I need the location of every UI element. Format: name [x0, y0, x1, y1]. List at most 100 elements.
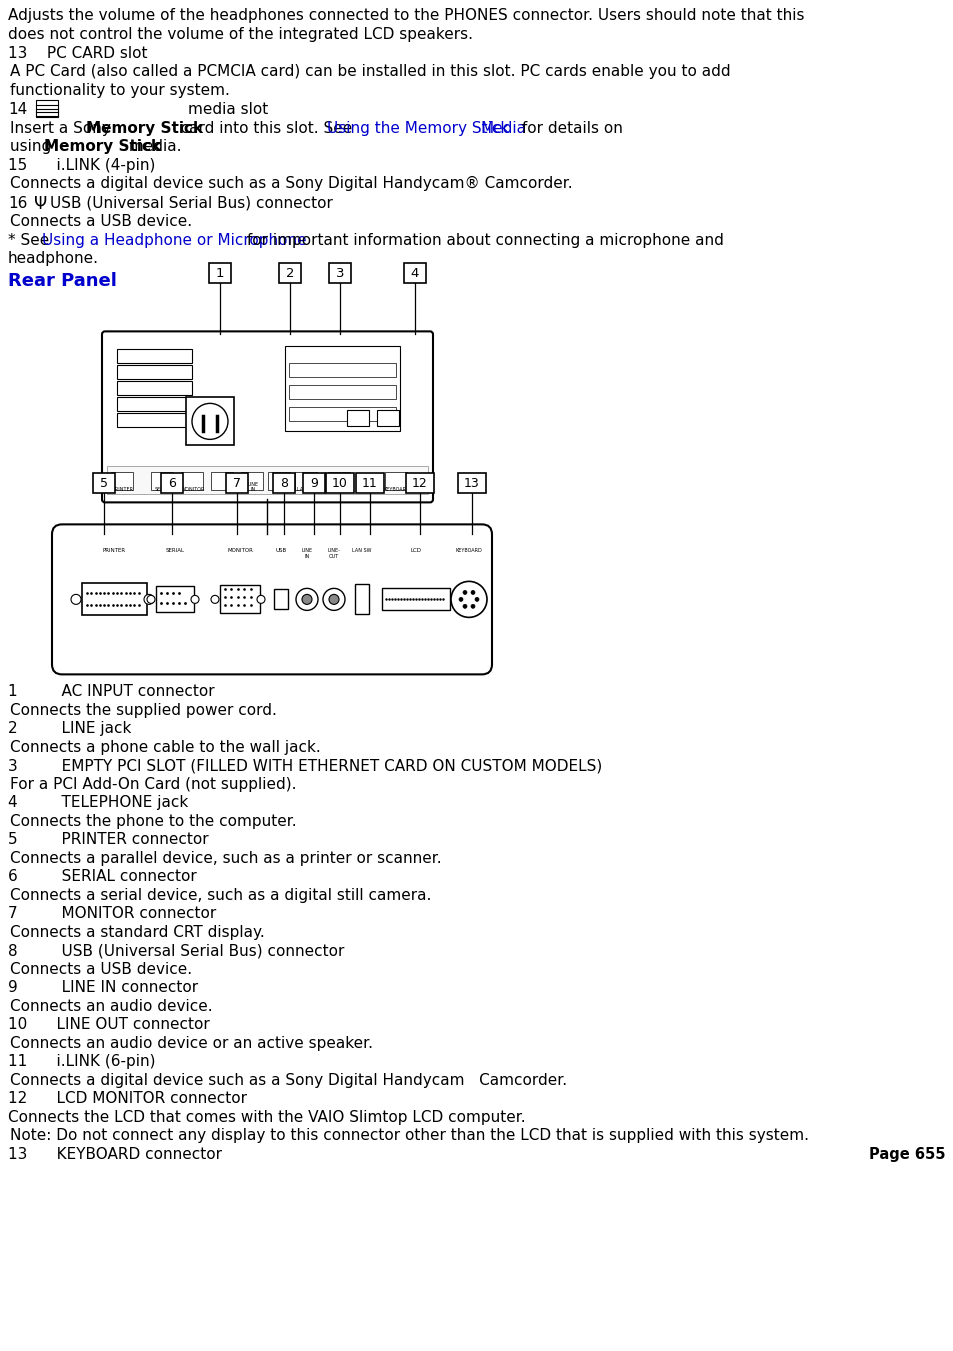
- Bar: [226, 473, 248, 493]
- Text: Connects a serial device, such as a digital still camera.: Connects a serial device, such as a digi…: [10, 888, 431, 902]
- Text: 5: 5: [100, 477, 108, 490]
- Bar: [403, 263, 426, 284]
- Text: 6: 6: [168, 477, 175, 490]
- Bar: [220, 585, 260, 613]
- Text: LCD: LCD: [335, 488, 345, 492]
- Circle shape: [475, 597, 478, 601]
- Text: 13    PC CARD slot: 13 PC CARD slot: [8, 46, 148, 61]
- Bar: [117, 365, 192, 380]
- FancyBboxPatch shape: [52, 524, 492, 674]
- Circle shape: [256, 596, 265, 604]
- Text: card into this slot. See: card into this slot. See: [166, 120, 356, 136]
- Bar: [117, 413, 192, 427]
- Text: LINE
IN: LINE IN: [301, 549, 313, 559]
- Bar: [111, 473, 132, 490]
- Bar: [376, 411, 398, 427]
- Text: 13      KEYBOARD connector: 13 KEYBOARD connector: [8, 1147, 222, 1162]
- Circle shape: [211, 596, 219, 604]
- Text: Insert a Sony: Insert a Sony: [10, 120, 115, 136]
- Text: 8         USB (Universal Serial Bus) connector: 8 USB (Universal Serial Bus) connector: [8, 943, 344, 958]
- Bar: [289, 408, 395, 422]
- Text: 16: 16: [8, 196, 28, 211]
- Bar: [294, 473, 316, 490]
- Bar: [347, 411, 369, 427]
- Bar: [211, 473, 233, 490]
- Text: Connects an audio device.: Connects an audio device.: [10, 998, 213, 1013]
- Text: 8: 8: [280, 477, 288, 490]
- Text: USB: USB: [275, 549, 286, 554]
- Circle shape: [192, 404, 228, 439]
- Text: 6         SERIAL connector: 6 SERIAL connector: [8, 870, 196, 885]
- Text: 10: 10: [332, 477, 348, 490]
- Text: Connects a phone cable to the wall jack.: Connects a phone cable to the wall jack.: [10, 740, 320, 755]
- Bar: [326, 473, 354, 493]
- Text: functionality to your system.: functionality to your system.: [10, 82, 230, 97]
- Bar: [278, 263, 301, 284]
- Bar: [385, 473, 407, 490]
- Bar: [117, 350, 192, 363]
- Text: 11      i.LINK (6-pin): 11 i.LINK (6-pin): [8, 1054, 155, 1070]
- Text: media slot: media slot: [188, 103, 268, 118]
- Bar: [151, 473, 172, 490]
- Bar: [181, 473, 203, 490]
- Text: KEYBOARD: KEYBOARD: [383, 488, 410, 492]
- Text: 4         TELEPHONE jack: 4 TELEPHONE jack: [8, 796, 188, 811]
- Text: MONITOR: MONITOR: [227, 549, 253, 554]
- Circle shape: [462, 590, 467, 594]
- Text: Ψ: Ψ: [34, 195, 48, 212]
- Circle shape: [295, 589, 317, 611]
- Bar: [355, 473, 384, 493]
- Bar: [285, 346, 399, 431]
- Text: SERIAL: SERIAL: [154, 488, 172, 492]
- FancyBboxPatch shape: [102, 331, 433, 503]
- Text: 7         MONITOR connector: 7 MONITOR connector: [8, 907, 216, 921]
- Bar: [36, 100, 58, 118]
- Text: Connects a digital device such as a Sony Digital Handycam® Camcorder.: Connects a digital device such as a Sony…: [10, 177, 572, 192]
- Bar: [328, 473, 350, 490]
- Text: Connects a USB device.: Connects a USB device.: [10, 962, 192, 977]
- Text: 15      i.LINK (4-pin): 15 i.LINK (4-pin): [8, 158, 155, 173]
- Text: LINE
IN: LINE IN: [247, 481, 258, 492]
- Text: Memory Stick: Memory Stick: [86, 120, 203, 136]
- Text: For a PCI Add-On Card (not supplied).: For a PCI Add-On Card (not supplied).: [10, 777, 296, 792]
- Text: Adjusts the volume of the headphones connected to the PHONES connector. Users sh: Adjusts the volume of the headphones con…: [8, 8, 803, 23]
- Circle shape: [302, 594, 312, 604]
- Text: LINE-
OUT: LINE- OUT: [327, 549, 340, 559]
- Text: 2         LINE jack: 2 LINE jack: [8, 721, 132, 736]
- Bar: [156, 586, 193, 612]
- Circle shape: [144, 594, 153, 604]
- Bar: [381, 589, 450, 611]
- Circle shape: [471, 604, 475, 608]
- Bar: [161, 473, 183, 493]
- Text: 5         PRINTER connector: 5 PRINTER connector: [8, 832, 209, 847]
- Text: LINE-
OUT: LINE- OUT: [274, 481, 286, 492]
- Circle shape: [329, 594, 338, 604]
- Text: Page 655: Page 655: [868, 1147, 945, 1162]
- Text: 13: 13: [464, 477, 479, 490]
- Circle shape: [323, 589, 345, 611]
- Bar: [92, 473, 115, 493]
- Text: media.: media.: [124, 139, 181, 154]
- Text: Rear Panel: Rear Panel: [8, 272, 117, 289]
- Bar: [406, 473, 434, 493]
- Text: Memory Stick: Memory Stick: [44, 139, 161, 154]
- Text: headphone.: headphone.: [8, 251, 99, 266]
- Text: for important information about connecting a microphone and: for important information about connecti…: [242, 232, 723, 247]
- Text: 7: 7: [233, 477, 241, 490]
- Text: 10      LINE OUT connector: 10 LINE OUT connector: [8, 1017, 210, 1032]
- Text: 9: 9: [310, 477, 317, 490]
- Bar: [107, 466, 428, 494]
- Text: PRINTER: PRINTER: [102, 549, 126, 554]
- Bar: [355, 585, 369, 615]
- Text: USB (Universal Serial Bus) connector: USB (Universal Serial Bus) connector: [50, 196, 333, 211]
- Text: Connects the phone to the computer.: Connects the phone to the computer.: [10, 813, 296, 830]
- Text: SERIAL: SERIAL: [165, 549, 184, 554]
- Text: Connects a digital device such as a Sony Digital Handycam   Camcorder.: Connects a digital device such as a Sony…: [10, 1073, 566, 1088]
- Bar: [329, 263, 351, 284]
- Circle shape: [147, 596, 154, 604]
- Text: 1: 1: [215, 267, 224, 280]
- Text: 3: 3: [335, 267, 344, 280]
- Bar: [82, 584, 147, 615]
- Text: MONITOR: MONITOR: [181, 488, 205, 492]
- Text: Connects the LCD that comes with the VAIO Slimtop LCD computer.: Connects the LCD that comes with the VAI…: [8, 1111, 525, 1125]
